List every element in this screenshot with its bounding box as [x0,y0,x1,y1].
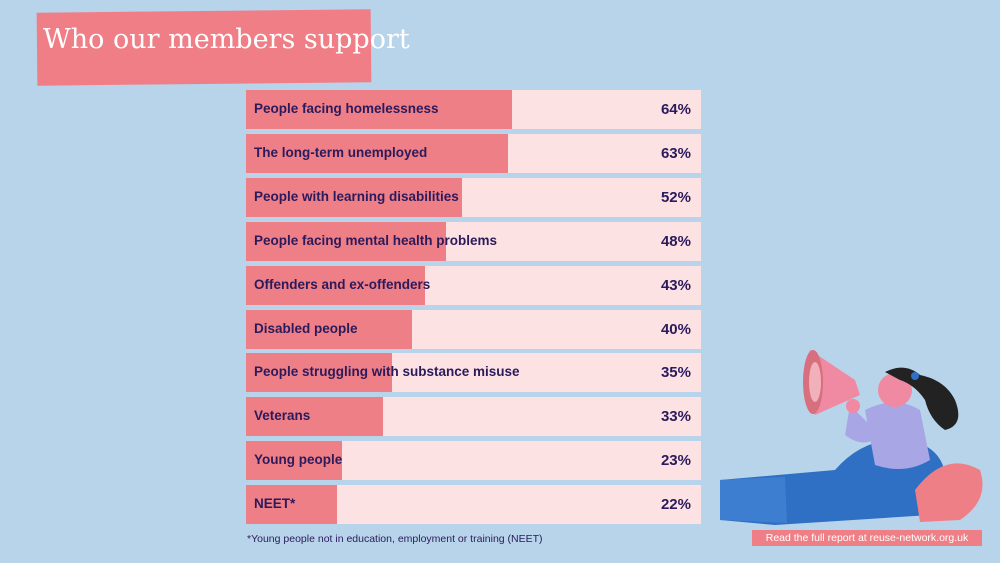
value-label: 40% [660,321,691,338]
hair-tie [911,372,919,380]
torso-shape [865,402,930,469]
bar-row: Young people 23% [246,441,701,480]
category-label: Veterans [254,408,311,423]
category-label: People with learning disabilities [254,189,459,204]
bar [246,441,342,480]
page-title: Who our members support [43,24,410,55]
bar-row: Disabled people 40% [246,310,701,349]
bar [246,178,463,217]
value-label: 43% [660,277,691,294]
woman-with-megaphone-icon [720,350,983,525]
megaphone-inner [809,362,821,402]
cushion-shape [915,463,983,522]
bar-row: People facing mental health problems 48% [246,222,701,261]
bar [246,266,425,305]
bar-row: People struggling with substance misuse 3… [246,353,701,392]
value-label: 52% [660,189,691,206]
leg-highlight [720,477,787,523]
value-label: 35% [660,364,691,381]
category-label: People facing homelessness [254,101,439,116]
arm-shape [845,405,880,443]
bar [246,353,392,392]
bar [246,222,446,261]
value-label: 33% [660,408,691,425]
bar-row: People facing homelessness 64% [246,90,701,129]
category-label: Offenders and ex-offenders [254,277,431,292]
value-label: 22% [660,496,691,513]
category-label: The long-term unemployed [254,145,428,160]
bar-row: NEET* 22% [246,485,701,524]
bar [246,397,384,436]
value-label: 48% [660,233,691,250]
bar [246,310,413,349]
category-label: People struggling with substance misuse [254,364,520,379]
hair-shape [885,367,959,430]
bar [246,485,338,524]
head-shape [878,373,912,407]
bar-row: Veterans 33% [246,397,701,436]
bar-row: People with learning disabilities 52% [246,178,701,217]
footnote: *Young people not in education, employme… [247,533,543,545]
bar-row: Offenders and ex-offenders 43% [246,266,701,305]
value-label: 64% [660,101,691,118]
bar [246,134,509,173]
bar-row: The long-term unemployed 63% [246,134,701,173]
report-link[interactable]: Read the full report at reuse-network.or… [752,530,982,546]
category-label: NEET* [254,496,296,511]
category-label: Young people [254,452,343,467]
category-label: People facing mental health problems [254,233,498,248]
hand-shape [846,399,860,413]
value-label: 63% [660,145,691,162]
bar-chart: People facing homelessness 64% The long-te… [246,90,701,528]
value-label: 23% [660,452,691,469]
category-label: Disabled people [254,321,358,336]
bar [246,90,513,129]
